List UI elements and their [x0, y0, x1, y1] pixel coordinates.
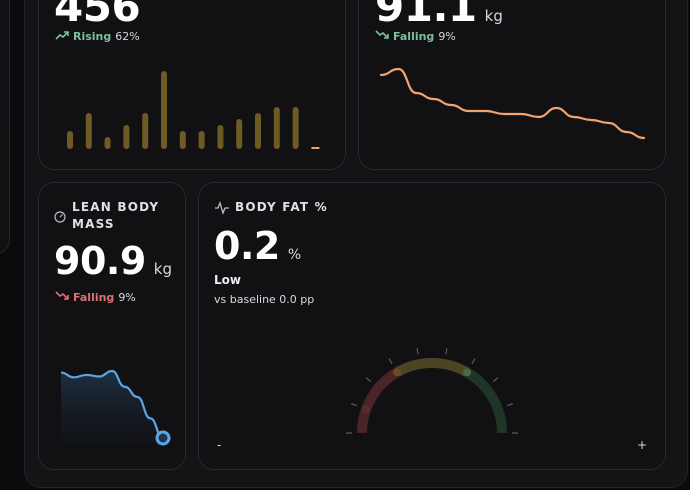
trend-down-icon [375, 30, 389, 43]
pulse-icon [214, 200, 230, 219]
weight-trend-label: Falling [393, 30, 435, 43]
lean-trend-pct: 9% [118, 291, 136, 304]
gauge-tick [471, 358, 476, 365]
steps-trend: Rising 62% [55, 30, 140, 43]
steps-bar [104, 137, 111, 149]
lean-body-mass-title: LEAN BODY MASS [72, 200, 160, 231]
gauge-tick [365, 377, 372, 383]
lean-trend: Falling 9% [55, 291, 136, 304]
weight-line-chart [379, 67, 646, 140]
steps-value: 456 [54, 0, 141, 31]
steps-bar [161, 71, 167, 149]
steps-trend-label: Rising [73, 30, 112, 43]
side-panel [0, 0, 10, 254]
trend-up-icon [55, 30, 69, 43]
gauge-segment [464, 368, 507, 434]
lean-trend-label: Falling [73, 291, 115, 304]
gauge-boundary-dot [393, 368, 401, 377]
lean-body-mass-unit: kg [153, 260, 172, 278]
steps-bar [273, 107, 280, 149]
gauge-tick [350, 403, 358, 407]
steps-bar [217, 125, 224, 149]
gauge-icon [54, 208, 66, 227]
steps-bar-chart [67, 71, 320, 149]
body-fat-baseline: vs baseline 0.0 pp [214, 293, 315, 306]
weight-card[interactable]: 91.1 kg Falling 9% [358, 0, 666, 170]
lean-body-mass-chart [60, 369, 171, 446]
gauge-tick [388, 358, 393, 365]
weight-trend: Falling 9% [375, 30, 456, 43]
lean-series-line [60, 369, 164, 440]
steps-card[interactable]: 456 Rising 62% [38, 0, 346, 170]
lean-body-mass-card[interactable]: LEAN BODY MASS 90.9 kg Falling 9% [38, 182, 186, 470]
gauge-tick [445, 348, 448, 355]
steps-bar [198, 131, 205, 149]
steps-bar [255, 113, 261, 149]
steps-trend-pct: 62% [115, 30, 140, 43]
weight-series-line [379, 67, 646, 140]
steps-bar [85, 113, 92, 149]
decrease-button[interactable]: - [217, 438, 222, 452]
lean-body-mass-value: 90.9 [54, 239, 146, 283]
body-fat-card[interactable]: BODY FAT % 0.2 % Low vs baseline 0.0 pp … [198, 182, 666, 470]
lean-series-area [61, 371, 163, 445]
weight-value-row: 91.1 kg [375, 0, 503, 31]
body-fat-gauge [346, 348, 518, 434]
body-fat-value-row: 0.2 % [214, 223, 301, 269]
gauge-boundary-dot [463, 368, 471, 377]
lean-last-point [155, 430, 171, 446]
steps-bar [123, 125, 130, 149]
steps-bar [292, 107, 299, 149]
gauge-tick [506, 403, 514, 407]
gauge-segment [357, 368, 400, 434]
body-fat-value: 0.2 [214, 224, 280, 268]
trend-down-icon [55, 291, 69, 304]
body-fat-unit: % [287, 247, 302, 263]
body-fat-title: BODY FAT % [235, 200, 328, 214]
steps-bar [236, 119, 243, 149]
gauge-tick [416, 348, 419, 355]
weight-value: 91.1 [375, 0, 477, 31]
body-fat-status: Low [214, 273, 241, 287]
steps-bar [311, 147, 320, 149]
steps-bar [142, 113, 149, 149]
steps-bar [179, 131, 186, 149]
lean-value-row: 90.9 kg [54, 239, 172, 283]
weight-unit: kg [484, 7, 503, 25]
gauge-boundary-dot [362, 405, 371, 414]
gauge-tick [492, 377, 499, 383]
gauge-segment [394, 358, 470, 377]
increase-button[interactable]: + [637, 438, 648, 452]
steps-bar [67, 131, 73, 149]
weight-trend-pct: 9% [438, 30, 456, 43]
